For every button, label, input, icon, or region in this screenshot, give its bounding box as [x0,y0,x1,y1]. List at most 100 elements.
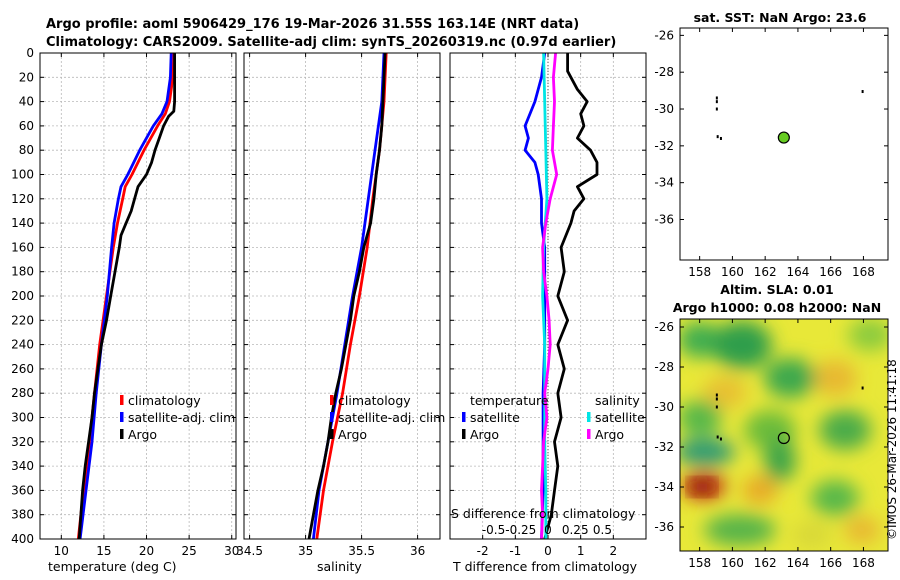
sla-blob [704,514,776,546]
legend-label-satellite: satellite-adj. clim [128,410,235,425]
sla-blob [844,516,880,544]
legend-label-s-argo: Argo [595,427,624,442]
x-tick-label: 35 [298,544,313,558]
legend-swatch-satellite [330,412,334,422]
imos-timestamp: ©IMOS 26-Mar-2026 11:41:18 [885,359,899,540]
legend-label-climatology: climatology [338,393,411,408]
temperature-legend: climatology satellite-adj. clim Argo [120,393,235,442]
legend-label-t-satellite: satellite [470,410,520,425]
legend-swatch-climatology [120,395,124,405]
map-x-tick-label: 160 [721,265,744,279]
y-tick-label: 320 [11,435,34,449]
map-y-tick-label: -34 [654,176,674,190]
x-tick-label: 0 [544,544,552,558]
map-x-tick-label: 168 [852,556,875,570]
x-tick-label: 30 [224,544,239,558]
map-x-tick-label: 158 [688,556,711,570]
y-tick-label: 200 [11,289,34,303]
legend-label-climatology: climatology [128,393,201,408]
map-x-tick-label: 166 [819,556,842,570]
series-line-temperature-satellite [523,52,547,540]
legend-swatch-argo [120,429,124,439]
y-tick-label: 0 [26,46,34,60]
sla-blob [742,476,778,504]
diff-xlabel-top: S difference from climatology [451,506,636,521]
sla-blob-core [690,479,714,495]
x-tick-label: -2 [477,544,489,558]
y-tick-label: 220 [11,313,34,327]
legend-label-t-argo: Argo [470,427,499,442]
legend-swatch-climatology [330,395,334,405]
sla-map-title-line2: Argo h1000: 0.08 h2000: NaN [673,300,881,315]
figure-title-line1: Argo profile: aoml 5906429_176 19-Mar-20… [46,17,579,32]
temperature-xlabel: temperature (deg C) [48,559,177,574]
salinity-profile-panel: 34.5 35 35.5 36 [236,52,441,558]
argo-float-marker [777,431,790,445]
sla-blob [813,360,857,396]
series-line-salinity-satellite [541,52,549,539]
y-tick-label: 300 [11,411,34,425]
map-y-tick-label: -34 [654,480,674,494]
legend-label-argo: Argo [128,427,157,442]
map-x-tick-label: 158 [688,265,711,279]
y-tick-label: 360 [11,483,34,497]
y-tick-label: 260 [11,362,34,376]
sla-blob [712,321,772,369]
map-y-tick-label: -28 [654,65,674,79]
sla-map-panel: 158 160 162 164 166 168 -26 -28 -30 -32 -34 -36 [654,318,889,570]
map-x-tick-label: 166 [819,265,842,279]
coast-point [715,96,718,100]
sla-blob [792,521,832,549]
series-line-salinity-argo [540,52,559,540]
coast-point [716,435,719,439]
sla-blob [703,376,747,408]
map-y-tick-label: -36 [654,212,674,226]
legend-swatch-t-satellite [462,412,466,422]
legend-heading-salinity: salinity [595,393,640,408]
difference-legend-temperature: temperature satellite Argo [462,393,549,442]
diff-xlabel: T difference from climatology [452,559,638,574]
legend-heading-temperature: temperature [470,393,549,408]
legend-swatch-t-argo [462,429,466,439]
x-tick-label: 10 [54,544,69,558]
map-y-tick-label: -30 [654,102,674,116]
difference-legend-salinity: salinity satellite Argo [587,393,645,442]
coast-point [719,136,722,140]
legend-swatch-s-argo [587,429,591,439]
x-tick-label: 34.5 [236,544,263,558]
map-x-tick-label: 162 [754,265,777,279]
map-x-tick-label: 164 [786,265,809,279]
y-tick-label: 120 [11,192,34,206]
y-tick-label: 20 [19,70,34,84]
sla-blob [680,322,722,358]
map-y-tick-label: -26 [654,28,674,42]
map-y-tick-label: -32 [654,139,674,153]
y-tick-label: 180 [11,265,34,279]
legend-label-satellite: satellite-adj. clim [338,410,445,425]
y-tick-label: 160 [11,240,34,254]
series-line-satellite-adj-clim [78,52,173,540]
difference-profile-panel: -2 -1 0 1 2 -0.5 -0.25 0 0.25 0.5 [449,52,647,558]
y-tick-label: 80 [19,143,34,157]
legend-swatch-satellite [120,412,124,422]
sst-map-panel: 158 160 162 164 166 168 -26 -28 -30 -32 -34 -36 [654,27,889,279]
x-tick-label: -1 [509,544,521,558]
s-tick-label: -0.25 [505,523,536,537]
map-y-tick-label: -30 [654,400,674,414]
coast-point [715,393,718,397]
sla-blobs [680,319,888,549]
x-tick-label: 20 [139,544,154,558]
coast-point [715,100,718,104]
y-tick-label: 40 [19,95,34,109]
salinity-xlabel: salinity [317,559,362,574]
map-x-tick-label: 168 [852,265,875,279]
series-line-temperature-argo [543,53,599,540]
s-tick-label: 0.25 [562,523,589,537]
figure-title-line2: Climatology: CARS2009. Satellite-adj cli… [46,35,616,50]
sla-blob [848,319,888,351]
s-tick-label: -0.5 [482,523,505,537]
sla-blob [764,438,796,482]
sla-blob [819,410,871,450]
sla-heatmap [680,319,888,551]
y-tick-label: 280 [11,386,34,400]
